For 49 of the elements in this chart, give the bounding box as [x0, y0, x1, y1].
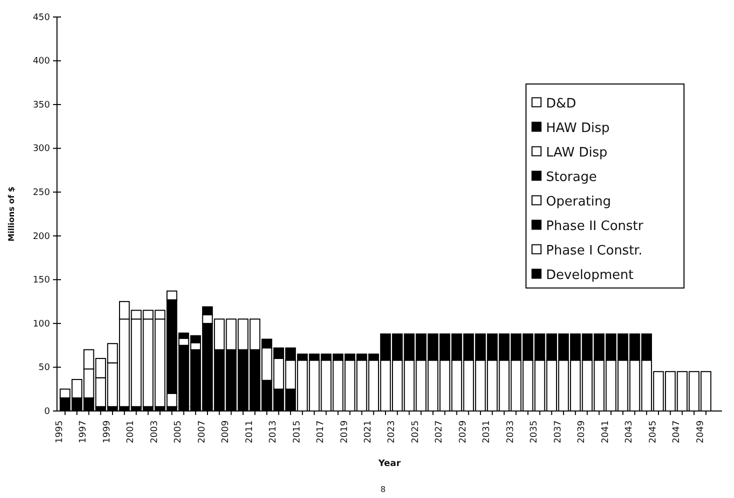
- y-tick-label: 250: [32, 188, 50, 198]
- text: 8: [380, 485, 386, 494]
- y-tick-label: 150: [32, 276, 50, 286]
- x-tick-label: 2029: [458, 420, 468, 444]
- y-tick-label: 200: [32, 232, 50, 242]
- x-tick-label: 2047: [672, 420, 682, 444]
- x-tick-label: 2039: [577, 420, 588, 444]
- y-tick-label: 100: [32, 319, 50, 330]
- x-tick-label: 2007: [197, 420, 208, 444]
- x-tick-label: 2021: [363, 420, 374, 444]
- x-tick-label: 2041: [600, 420, 611, 444]
- x-tick-label: 2013: [268, 420, 279, 444]
- x-tick-label: 2043: [624, 420, 635, 444]
- x-tick-label: 2027: [434, 420, 445, 444]
- x-tick-label: 2001: [126, 420, 136, 444]
- x-tick-label: 2011: [244, 420, 255, 444]
- y-tick-label: 50: [38, 363, 50, 374]
- x-tick-label: 2009: [221, 420, 232, 444]
- legend-label: Phase I Constr.: [546, 243, 642, 258]
- y-axis-title: Millions of $: [7, 186, 16, 242]
- y-tick-label: 450: [32, 12, 50, 23]
- legend-label: Storage: [546, 170, 597, 185]
- x-tick-label: 2017: [316, 420, 326, 444]
- x-tick-label: 2015: [292, 420, 302, 444]
- x-tick-label: 2031: [482, 420, 492, 444]
- x-tick-label: 2005: [174, 420, 184, 444]
- x-tick-label: 1997: [78, 420, 89, 444]
- x-tick-label: 2033: [506, 420, 516, 444]
- y-tick-label: 400: [32, 56, 50, 67]
- x-tick-label: 1999: [102, 420, 112, 444]
- x-tick-label: 2019: [340, 420, 350, 444]
- legend-label: Development: [546, 268, 634, 283]
- x-tick-label: 2045: [648, 420, 658, 444]
- y-tick-label: 300: [32, 144, 50, 154]
- legend-label: Phase II Constr: [546, 218, 644, 234]
- x-tick-label: 1995: [54, 420, 65, 444]
- legend-label: HAW Disp: [546, 120, 610, 136]
- x-axis-title: Year: [377, 459, 402, 469]
- legend-label: LAW Disp: [546, 145, 608, 160]
- x-tick-label: 2023: [387, 420, 398, 444]
- x-tick-label: 2003: [150, 420, 160, 444]
- y-tick-label: 0: [44, 406, 50, 417]
- x-tick-label: 2025: [410, 420, 421, 444]
- x-tick-label: 2049: [696, 420, 706, 444]
- x-tick-label: 2035: [530, 420, 540, 444]
- x-tick-label: 2037: [553, 420, 564, 444]
- legend-label: D&D: [546, 96, 576, 112]
- y-tick-label: 350: [32, 100, 50, 110]
- legend-label: Operating: [546, 194, 611, 210]
